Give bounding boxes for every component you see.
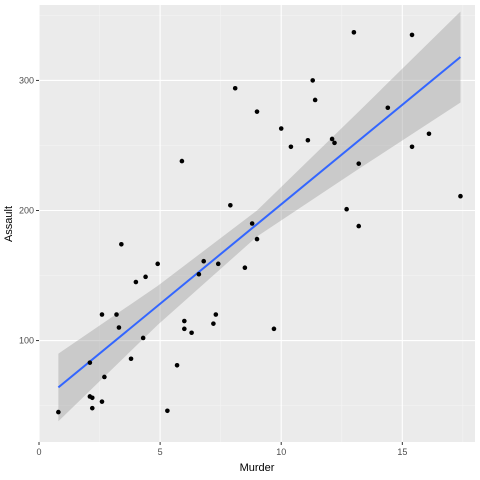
data-point xyxy=(119,242,124,247)
confidence-band xyxy=(58,11,461,422)
data-point xyxy=(409,144,415,150)
data-point xyxy=(305,137,311,143)
x-tick-label: 0 xyxy=(36,447,41,457)
data-point xyxy=(288,144,294,150)
data-point xyxy=(332,140,337,146)
data-point xyxy=(310,78,316,83)
x-tick-label: 5 xyxy=(158,447,163,457)
data-point xyxy=(179,158,185,164)
data-point xyxy=(189,330,194,336)
y-axis-ticks: 100 200 300 xyxy=(19,75,39,346)
data-point xyxy=(409,32,415,38)
data-point xyxy=(254,109,260,114)
data-point xyxy=(385,105,391,111)
data-point xyxy=(232,85,238,91)
data-point xyxy=(165,408,170,414)
data-point xyxy=(329,136,335,142)
data-point xyxy=(155,261,160,267)
data-point xyxy=(351,30,357,35)
data-point xyxy=(356,223,362,229)
x-axis-title: Murder xyxy=(240,462,275,474)
data-point xyxy=(116,325,122,330)
y-tick-label: 100 xyxy=(19,336,34,346)
confidence-band-area xyxy=(58,11,461,422)
data-point xyxy=(196,271,202,277)
x-axis-ticks: 0 5 10 15 xyxy=(36,442,407,457)
data-point xyxy=(133,279,139,285)
data-point xyxy=(140,335,146,341)
data-point xyxy=(278,126,284,131)
y-tick-label: 300 xyxy=(19,75,34,85)
data-point xyxy=(201,258,207,264)
data-point xyxy=(254,236,260,242)
data-point xyxy=(426,131,432,137)
regression-line xyxy=(57,56,462,389)
data-point xyxy=(213,312,219,317)
data-point xyxy=(56,409,61,415)
data-point xyxy=(312,97,318,103)
data-point xyxy=(182,326,187,332)
data-point xyxy=(174,362,180,368)
regression-line-path xyxy=(57,56,462,389)
data-point xyxy=(102,374,107,380)
data-point xyxy=(99,399,105,404)
data-point xyxy=(114,312,119,317)
data-point xyxy=(458,193,463,199)
data-points xyxy=(56,30,463,415)
data-point xyxy=(356,161,362,166)
y-tick-label: 200 xyxy=(19,205,34,215)
data-point xyxy=(242,265,248,271)
data-point xyxy=(249,221,255,226)
x-tick-label: 15 xyxy=(397,447,407,457)
data-point xyxy=(143,274,148,280)
data-point xyxy=(215,261,221,267)
data-point xyxy=(128,356,134,362)
data-point xyxy=(228,202,233,208)
x-tick-label: 10 xyxy=(276,447,286,457)
data-point xyxy=(87,360,93,365)
data-point xyxy=(89,405,95,411)
y-axis-title: Assault xyxy=(3,206,15,242)
data-point xyxy=(271,326,277,332)
major-gridlines xyxy=(38,5,475,442)
data-point xyxy=(182,318,187,324)
data-point xyxy=(99,312,105,317)
data-point xyxy=(87,394,93,399)
data-point xyxy=(344,206,349,212)
data-point xyxy=(211,321,216,326)
